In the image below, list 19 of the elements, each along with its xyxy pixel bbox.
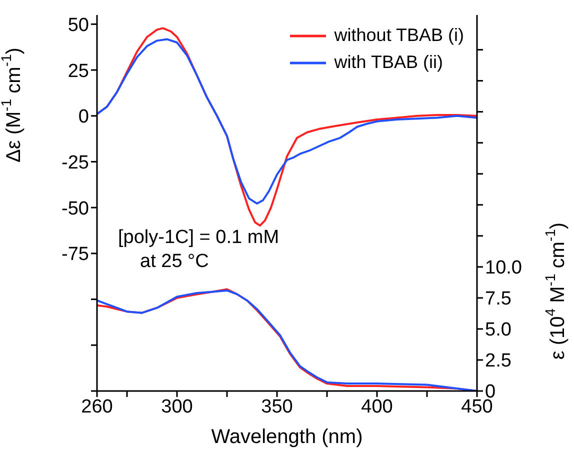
y2-tick-label: 10.0 <box>485 258 522 279</box>
y2-tick-label: 5.0 <box>485 320 512 341</box>
annotation: at 25 °C <box>139 250 210 274</box>
x-tick-label: 260 <box>81 396 113 418</box>
y-tick-label: -75 <box>62 244 89 266</box>
y2-tick-label: 7.5 <box>485 288 512 310</box>
y-tick-label: 50 <box>68 14 89 36</box>
y2-tick-label: 2.5 <box>485 350 512 372</box>
annotation: [poly-1C] = 0.1 mM <box>118 226 280 250</box>
x-tick-label: 400 <box>361 396 393 418</box>
y-tick-label: 25 <box>68 60 89 82</box>
x-tick-label: 300 <box>161 396 193 418</box>
y-tick-label: -50 <box>62 198 89 220</box>
x-tick-label: 350 <box>261 396 293 418</box>
legend-label: with TBAB (ii) <box>334 51 443 74</box>
x-axis-title: Wavelength (nm) <box>211 426 363 448</box>
y-tick-label: 0 <box>78 106 89 128</box>
legend-label: without TBAB (i) <box>334 24 464 47</box>
y-tick-label: -25 <box>62 152 89 174</box>
